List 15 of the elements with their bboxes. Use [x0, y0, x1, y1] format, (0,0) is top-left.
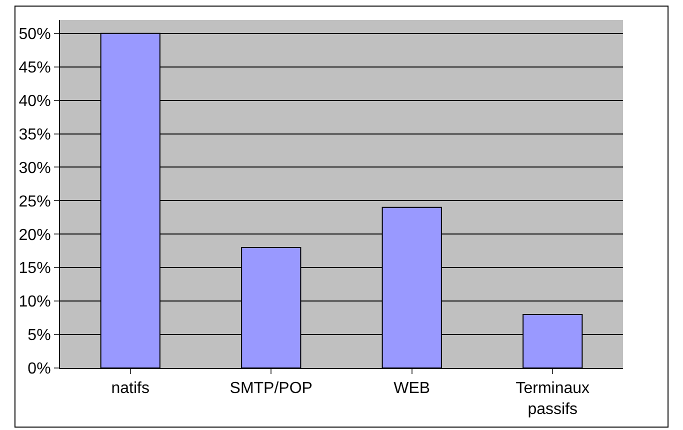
- y-tick-label: 35%: [18, 126, 51, 144]
- y-tick-label: 30%: [18, 160, 51, 177]
- y-tick-label: 5%: [28, 327, 51, 344]
- y-tick-label: 25%: [18, 193, 51, 210]
- x-tick-label: Terminaux passifs: [516, 380, 590, 418]
- x-tick-label: natifs: [111, 380, 150, 398]
- y-tick-label: 45%: [18, 59, 51, 76]
- y-tick-label: 20%: [18, 226, 51, 244]
- x-tick-label: SMTP/POP: [230, 380, 312, 398]
- y-tick-label: 10%: [18, 294, 51, 311]
- y-tick-label: 40%: [18, 92, 51, 110]
- y-tick-label: 0%: [28, 360, 51, 378]
- y-tick-label: 50%: [18, 26, 51, 43]
- x-tick-label: WEB: [394, 380, 430, 398]
- y-tick-label: 15%: [18, 260, 51, 278]
